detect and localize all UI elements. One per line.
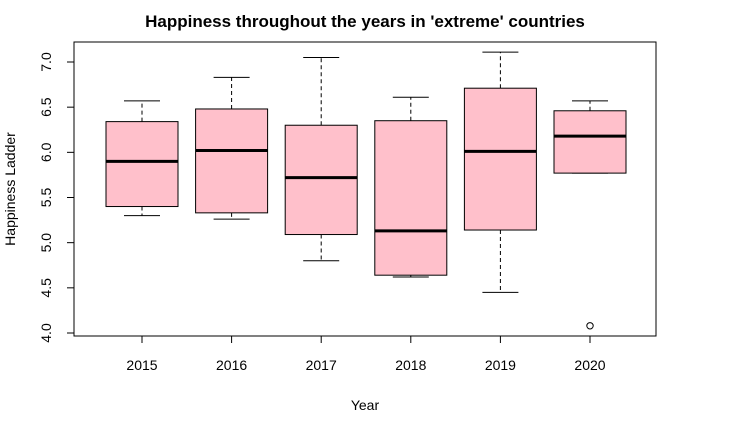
y-axis: 4.0 4.5 5.0 5.5 6.0 6.5 7.0 xyxy=(38,52,75,343)
iqr-box xyxy=(463,87,537,231)
x-tick-label: 2016 xyxy=(216,357,247,373)
x-axis: 2015 2016 2017 2018 2019 2020 xyxy=(126,335,606,373)
x-tick-label: 2020 xyxy=(574,357,605,373)
y-axis-label: Happiness Ladder xyxy=(2,132,18,246)
box-2015 xyxy=(105,100,179,217)
y-tick-label: 5.5 xyxy=(38,188,54,208)
boxes-group xyxy=(105,51,627,330)
y-tick-label: 6.0 xyxy=(38,142,54,162)
outlier-point xyxy=(586,322,594,330)
iqr-box xyxy=(553,110,627,174)
box-2018 xyxy=(374,96,448,278)
box-2019 xyxy=(463,51,537,293)
iqr-box xyxy=(374,120,448,276)
x-tick-label: 2018 xyxy=(395,357,426,373)
iqr-box xyxy=(195,108,269,214)
box-2020 xyxy=(553,100,627,330)
x-tick-label: 2015 xyxy=(126,357,157,373)
y-tick-label: 7.0 xyxy=(38,52,54,72)
box-2016 xyxy=(195,76,269,220)
y-tick-label: 6.5 xyxy=(38,97,54,117)
box-2017 xyxy=(284,56,358,262)
y-tick-label: 4.0 xyxy=(38,323,54,343)
y-tick-label: 5.0 xyxy=(38,233,54,253)
x-axis-label: Year xyxy=(351,397,380,413)
y-tick-label: 4.5 xyxy=(38,278,54,298)
iqr-box xyxy=(284,124,358,236)
iqr-box xyxy=(105,121,179,208)
x-tick-label: 2019 xyxy=(485,357,516,373)
x-tick-label: 2017 xyxy=(306,357,337,373)
chart-title: Happiness throughout the years in 'extre… xyxy=(145,12,585,31)
